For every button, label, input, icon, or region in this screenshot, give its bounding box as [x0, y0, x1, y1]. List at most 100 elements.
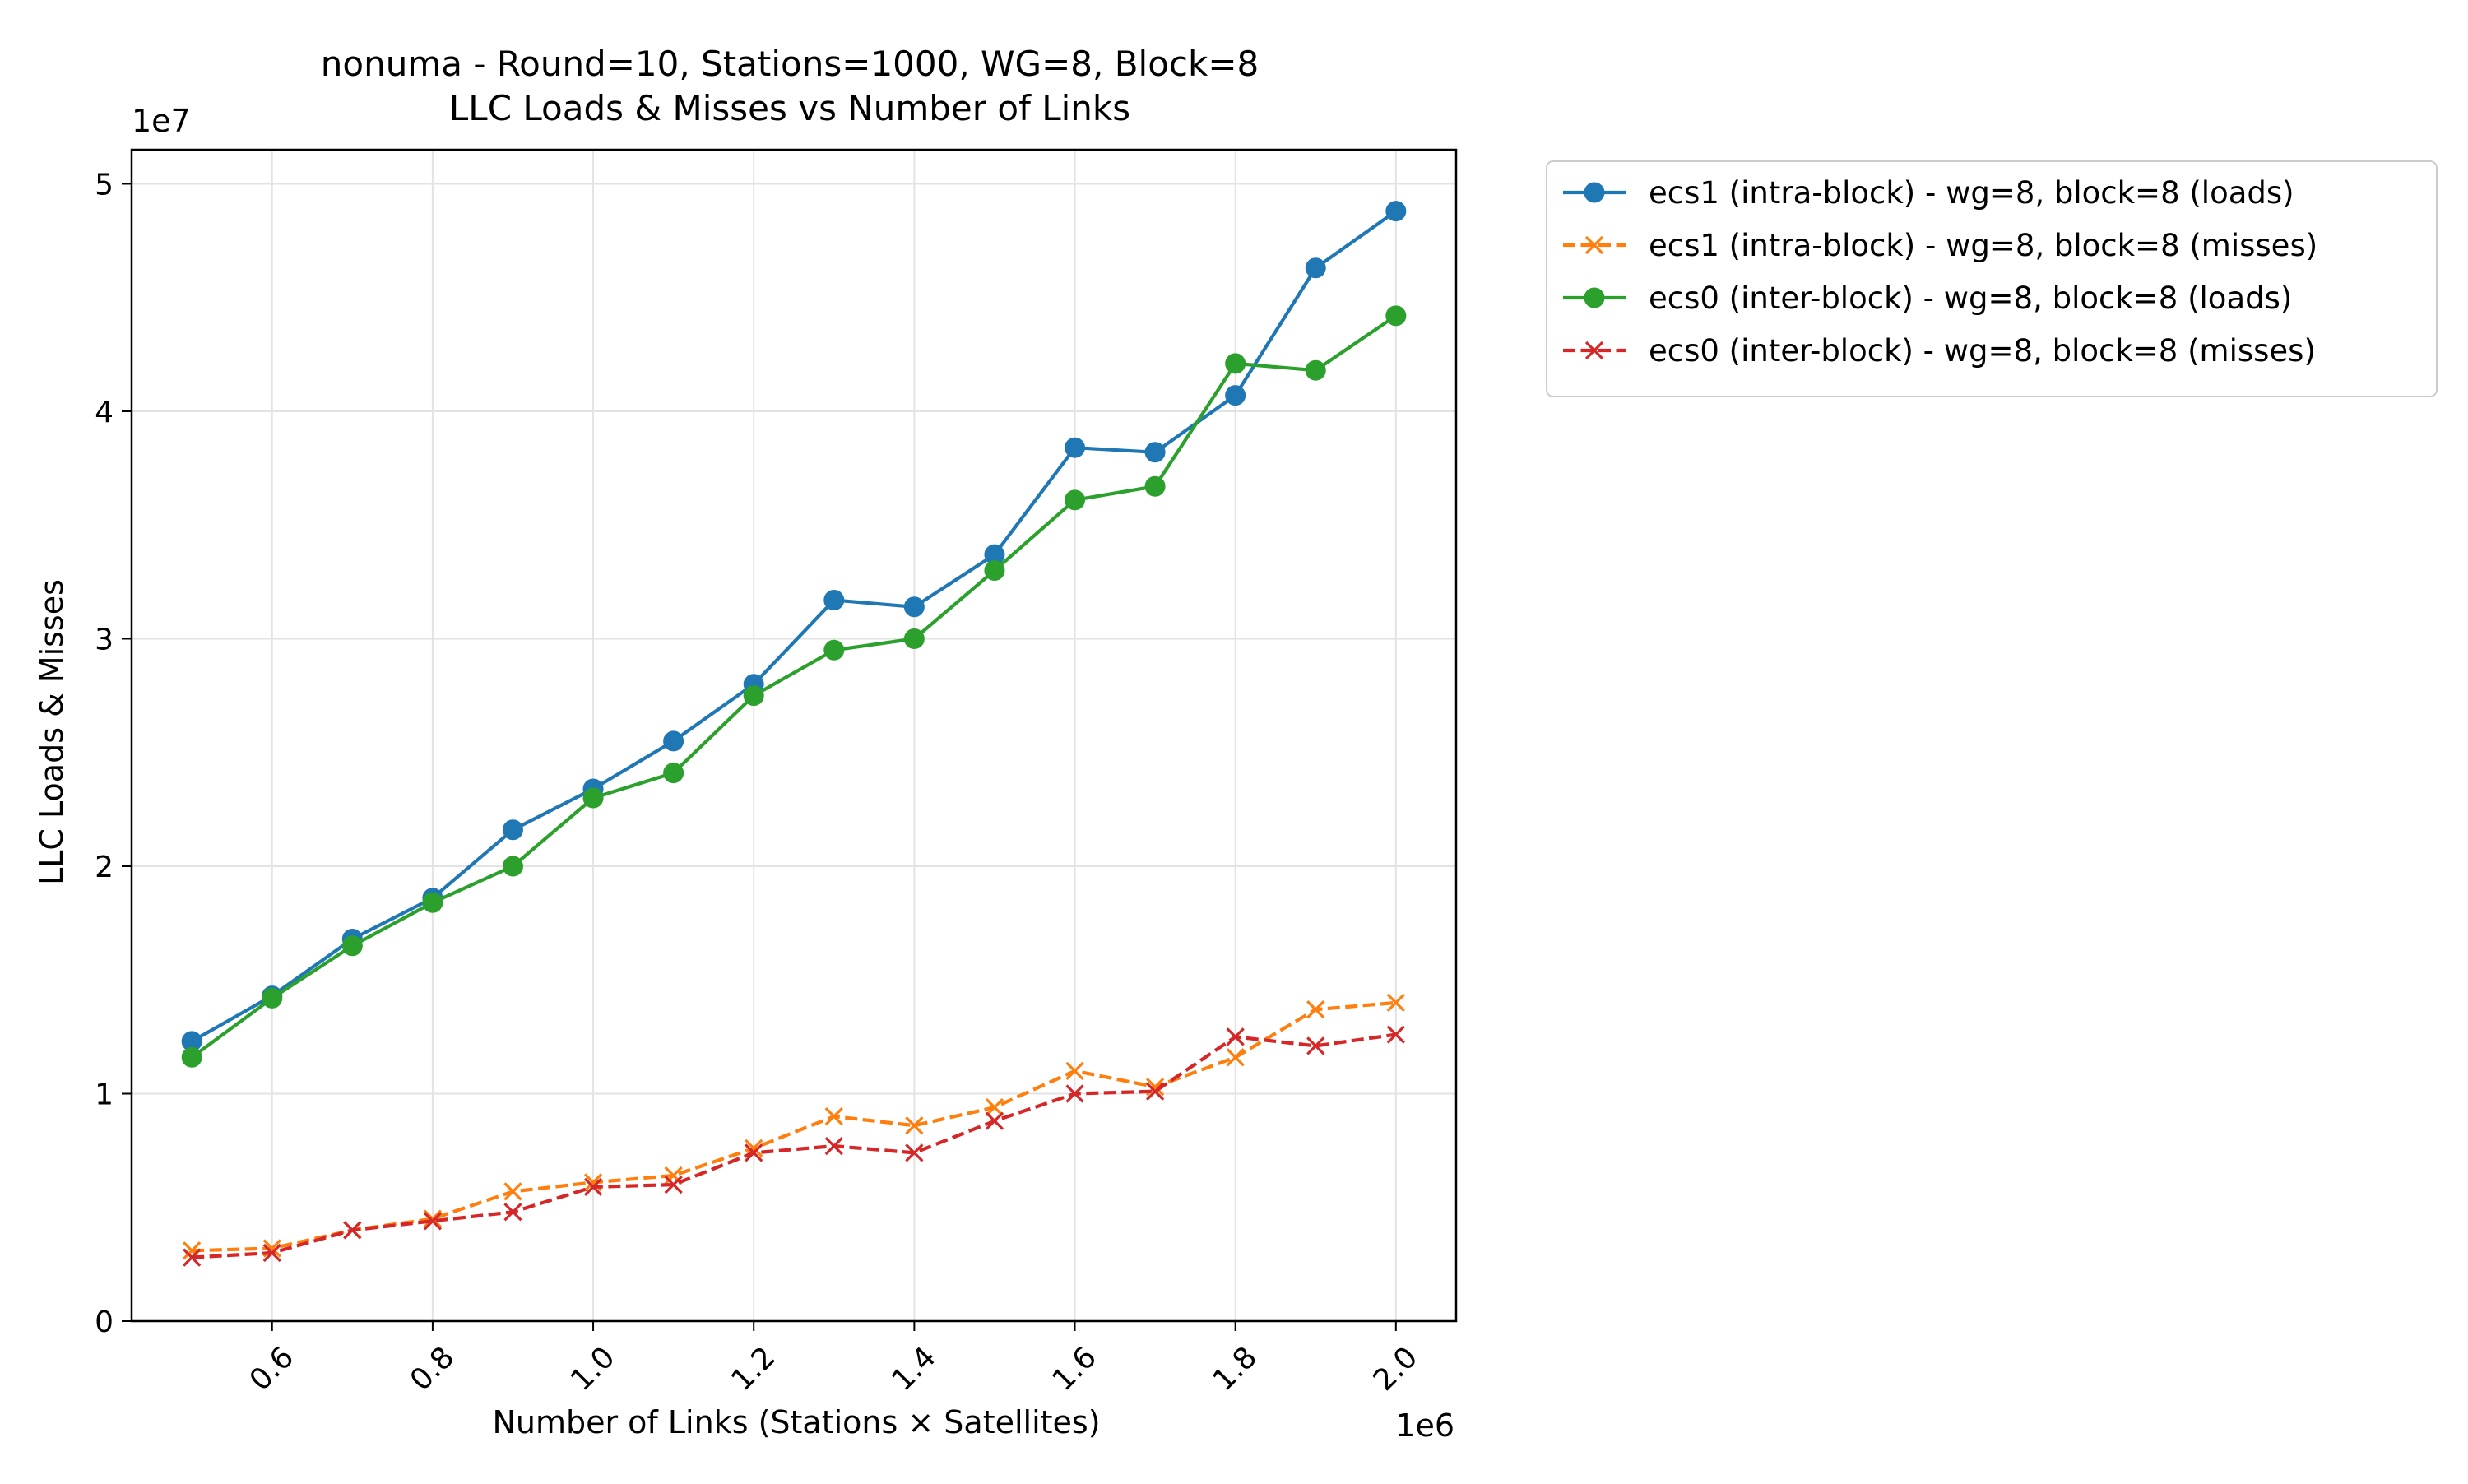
series-layer [181, 201, 1407, 1267]
legend-label: ecs1 (intra-block) - wg=8, block=8 (miss… [1649, 228, 2317, 263]
data-point [423, 1209, 443, 1228]
data-point [823, 639, 845, 661]
data-point [583, 1177, 603, 1196]
legend-marker [1584, 182, 1605, 203]
data-point [1065, 1061, 1084, 1080]
data-point [745, 1143, 763, 1162]
data-point [823, 589, 845, 610]
x-tick-label: 1.0 [564, 1340, 621, 1397]
x-marker-stroke [1386, 993, 1405, 1013]
x-marker-stroke [343, 1221, 362, 1240]
x-marker-stroke [1226, 1048, 1245, 1067]
x-marker-stroke [583, 1173, 603, 1192]
data-point [824, 1136, 843, 1156]
chart-title-line1: nonuma - Round=10, Stations=1000, WG=8, … [321, 44, 1259, 84]
x-marker-stroke [1145, 1082, 1165, 1101]
y-offset-label: 1e7 [132, 103, 191, 139]
x-marker-stroke [503, 1182, 522, 1201]
y-axis-label: LLC Loads & Misses [34, 579, 70, 885]
legend: ecs1 (intra-block) - wg=8, block=8 (load… [1546, 160, 2438, 397]
x-marker-stroke [423, 1209, 443, 1228]
legend-marker [1584, 235, 1604, 255]
x-marker-stroke [183, 1248, 202, 1267]
x-tick-label: 1.8 [1207, 1340, 1264, 1397]
data-point [664, 1175, 683, 1194]
y-tick-label: 3 [95, 623, 114, 656]
x-marker-stroke [664, 1166, 683, 1185]
y-tick-label: 1 [95, 1078, 114, 1111]
data-point [743, 685, 764, 707]
series-3 [183, 1025, 1405, 1267]
data-point [663, 730, 684, 752]
data-point [262, 987, 283, 1009]
series-line [192, 1000, 1396, 1253]
legend-label: ecs0 (inter-block) - wg=8, block=8 (load… [1649, 281, 2292, 316]
x-marker-stroke [1306, 1000, 1325, 1019]
x-tick-label: 1.6 [1046, 1340, 1102, 1397]
x-marker-stroke [423, 1212, 443, 1231]
data-point [1145, 1082, 1165, 1101]
grid-lines [132, 150, 1456, 1322]
x-marker-stroke [824, 1136, 843, 1156]
data-point [905, 1143, 924, 1162]
x-marker-stroke [1386, 1025, 1405, 1044]
legend-frame [1546, 160, 2438, 397]
series-2 [181, 305, 1407, 1068]
x-marker-stroke [1226, 1027, 1245, 1046]
x-tick-label: 1.2 [725, 1340, 782, 1397]
x-marker-stroke [824, 1107, 843, 1126]
x-marker-stroke [1584, 341, 1604, 360]
data-point [1065, 437, 1086, 458]
legend-item: ecs1 (intra-block) - wg=8, block=8 (miss… [1563, 228, 2317, 263]
x-marker-stroke [985, 1111, 1004, 1130]
legend-label: ecs0 (inter-block) - wg=8, block=8 (miss… [1649, 333, 2316, 369]
x-marker-stroke [745, 1143, 763, 1162]
x-marker-stroke [1584, 235, 1604, 255]
data-point [183, 1248, 202, 1267]
data-point [422, 892, 443, 913]
x-marker-stroke [1065, 1084, 1084, 1103]
data-point [341, 935, 363, 957]
x-marker-stroke [905, 1143, 924, 1162]
data-point [1225, 385, 1246, 406]
y-tick-label: 4 [95, 396, 114, 429]
data-point [1306, 1000, 1325, 1019]
y-tick-label: 5 [95, 168, 114, 202]
x-tick-label: 0.8 [404, 1340, 461, 1397]
data-point [1305, 359, 1326, 381]
data-point [502, 819, 523, 841]
series-line [192, 1032, 1397, 1259]
data-point [984, 560, 1005, 582]
data-point [1065, 1084, 1084, 1103]
x-marker-stroke [503, 1203, 522, 1222]
axis-ticks: 0.6 0.8 1.0 1.2 1.4 1.6 1.8 2.0 0 1 2 3 4 5 [95, 168, 1424, 1397]
data-point [181, 1046, 202, 1068]
y-tick-label: 0 [95, 1305, 114, 1339]
data-point [903, 628, 925, 649]
legend-item: ecs0 (inter-block) - wg=8, block=8 (miss… [1563, 333, 2316, 369]
data-point [824, 1107, 843, 1126]
data-point [1386, 1025, 1405, 1044]
data-point [582, 787, 604, 809]
data-point [905, 1116, 924, 1135]
x-tick-label: 1.4 [885, 1340, 942, 1397]
data-point [1305, 257, 1326, 279]
data-point [343, 1221, 362, 1240]
data-point [1225, 353, 1246, 374]
legend-item: ecs0 (inter-block) - wg=8, block=8 (load… [1563, 281, 2292, 316]
data-point [262, 1243, 281, 1263]
data-point [1306, 1036, 1325, 1055]
legend-label: ecs1 (intra-block) - wg=8, block=8 (load… [1649, 175, 2294, 211]
data-point [1385, 305, 1407, 327]
data-point [423, 1212, 443, 1231]
plot-frame [130, 148, 1458, 1323]
data-point [663, 763, 684, 784]
legend-marker [1584, 287, 1605, 308]
x-tick-label: 2.0 [1367, 1340, 1424, 1397]
x-tick-label: 0.6 [244, 1340, 300, 1397]
chart-title-line2: LLC Loads & Misses vs Number of Links [449, 88, 1130, 128]
data-point [503, 1203, 522, 1222]
x-marker-stroke [1306, 1036, 1325, 1055]
